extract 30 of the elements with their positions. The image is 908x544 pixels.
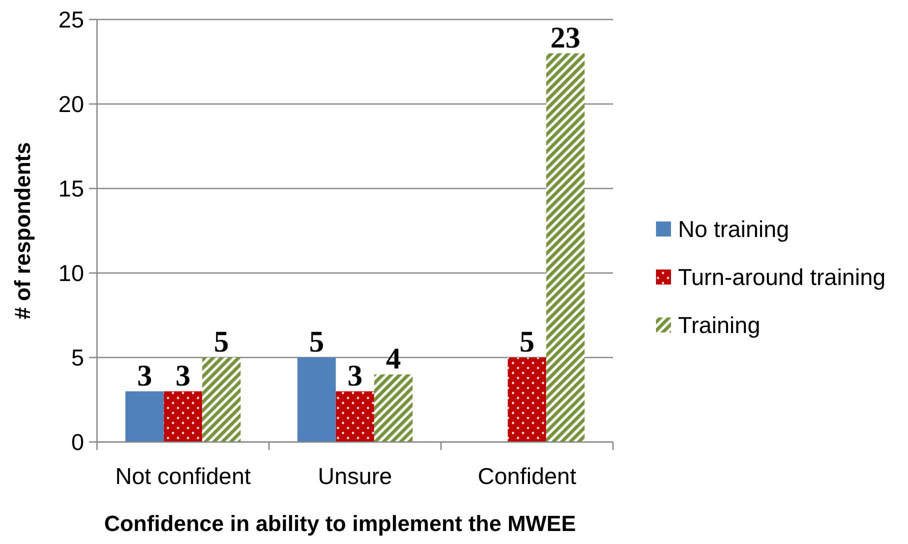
bar: [546, 53, 585, 442]
x-tick-label: Not confident: [115, 463, 252, 489]
data-label: 23: [550, 21, 580, 54]
data-label: 4: [386, 342, 401, 376]
data-label: 3: [137, 359, 152, 392]
bar: [336, 391, 374, 442]
x-axis-title: Confidence in ability to implement the MWEE: [104, 511, 576, 536]
x-tick-label: Unsure: [318, 463, 392, 489]
legend-label: No training: [678, 216, 790, 242]
y-tick-label: 5: [71, 344, 84, 371]
data-label: 5: [520, 326, 534, 358]
bar: [297, 358, 336, 442]
data-label: 3: [176, 359, 190, 392]
legend-label: Training: [678, 312, 760, 338]
bar: [164, 391, 202, 442]
y-tick-label: 25: [58, 6, 84, 33]
y-tick-label: 10: [58, 260, 84, 286]
y-tick-label: 0: [71, 429, 84, 456]
bar: [374, 374, 413, 442]
bar: [125, 391, 164, 442]
y-tick-label: 15: [58, 176, 84, 202]
data-label: 3: [348, 359, 362, 392]
bar: [202, 358, 241, 442]
x-tick-label: Confident: [478, 463, 577, 489]
bar: [508, 358, 546, 442]
y-axis-title: # of respondents: [10, 142, 35, 320]
y-tick-label: 20: [58, 91, 84, 118]
legend-label: Turn-around training: [678, 264, 886, 290]
data-label: 5: [214, 326, 229, 358]
data-label: 5: [309, 326, 324, 358]
